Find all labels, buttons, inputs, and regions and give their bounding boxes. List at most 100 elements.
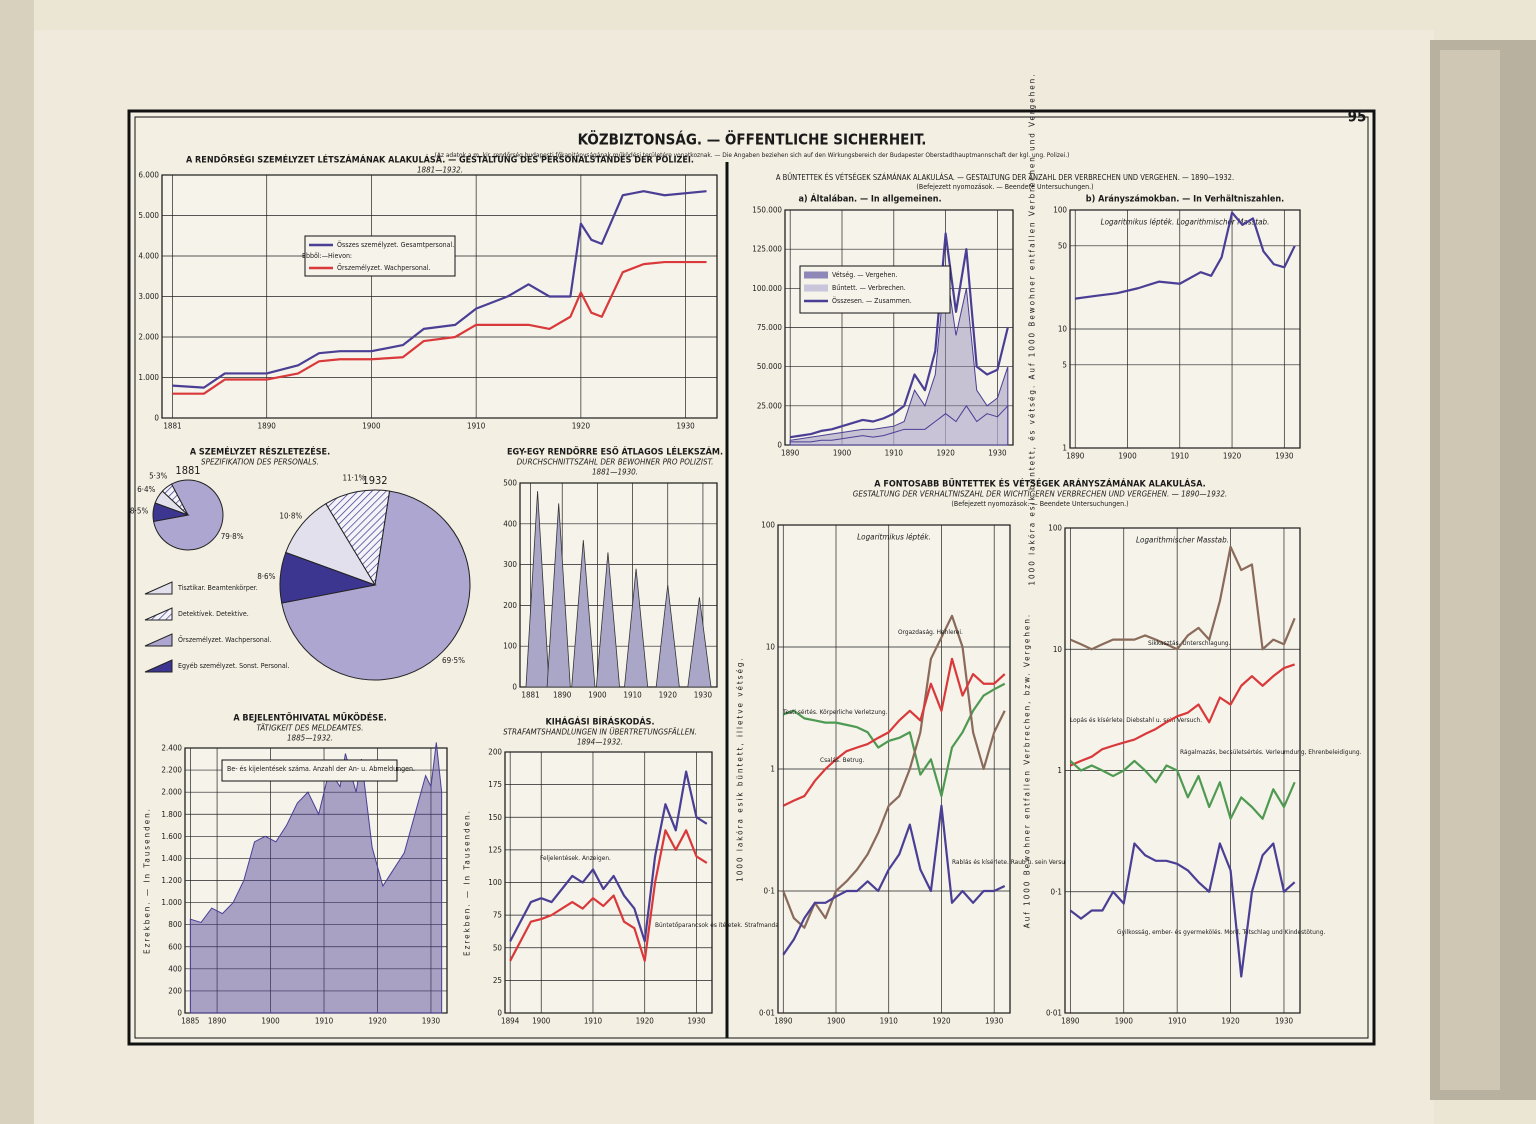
spike xyxy=(571,540,596,688)
section-title: A BŰNTETTEK ÉS VÉTSÉGEK SZÁMÁNAK ALAKULÁ… xyxy=(776,173,1234,182)
frame-inner xyxy=(134,116,1369,1039)
y-tick-label: 50 xyxy=(493,943,503,952)
y-tick-label: 400 xyxy=(168,964,182,973)
x-tick-label: 1885 xyxy=(181,1017,199,1026)
x-tick-label: 1890 xyxy=(774,1017,793,1026)
y-tick-label: 200 xyxy=(168,986,182,995)
annotation: Logaritmikus lépték. xyxy=(857,532,931,542)
chart-period: 1881—1930. xyxy=(592,468,638,477)
y-tick-label: 10 xyxy=(1053,645,1063,654)
x-tick-label: 1900 xyxy=(532,1017,551,1026)
legend-label: Összes személyzet. Gesamtpersonal. xyxy=(337,240,454,249)
legend-label: Bűntett. — Verbrechen. xyxy=(832,283,906,292)
x-tick-label: 1920 xyxy=(368,1017,387,1026)
chart-title: a) Általában. — In allgemeinen. xyxy=(798,193,941,205)
spike xyxy=(624,568,649,688)
y-tick-label: 5 xyxy=(1062,360,1067,369)
pie-slice xyxy=(281,490,471,681)
y-tick-label: 2.000 xyxy=(138,333,159,342)
legend-label: Összesen. — Zusammen. xyxy=(832,296,912,305)
y-tick-label: 100 xyxy=(1053,206,1067,215)
y-axis-label: 1000 lakóra esik büntett, és vétség. Auf… xyxy=(1027,72,1037,585)
chart-subtitle: STRAFAMTSHANDLUNGEN IN ÜBERTRETUNGSFÄLLE… xyxy=(503,727,697,737)
y-tick-label: 0 xyxy=(512,683,517,692)
x-tick-label: 1930 xyxy=(1275,452,1294,461)
chart-title: KIHÁGÁSI BÍRÁSKODÁS. xyxy=(545,716,654,728)
legend-box xyxy=(221,759,398,782)
x-tick-label: 1890 xyxy=(1061,1017,1080,1026)
y-tick-label: 400 xyxy=(503,519,517,528)
line xyxy=(790,232,1009,439)
pie-year: 1932 xyxy=(362,474,387,487)
y-tick-label: 50 xyxy=(1058,241,1068,250)
y-tick-label: 100 xyxy=(503,642,517,651)
legend-label: Vétség. — Vergehen. xyxy=(832,271,897,279)
line xyxy=(1069,545,1296,651)
y-tick-label: 500 xyxy=(503,479,517,488)
pie-slice xyxy=(325,489,391,587)
y-tick-label: 25 xyxy=(493,976,502,985)
pie-slice xyxy=(152,502,190,523)
y-tick-label: 50.000 xyxy=(757,362,783,371)
series-label: Orgazdaság. Hehlerei. xyxy=(898,628,963,636)
line xyxy=(782,804,1006,956)
y-tick-label: 0 xyxy=(177,1009,182,1018)
value-label: 8·6% xyxy=(257,572,275,581)
x-tick-label: 1910 xyxy=(467,422,486,431)
chart-title: A SZEMÉLYZET RÉSZLETEZÉSE. xyxy=(190,446,330,458)
legend-label: Detektívek. Detektive. xyxy=(178,610,249,618)
legend-box xyxy=(304,235,456,277)
y-tick-label: 6.000 xyxy=(138,171,159,180)
x-tick-label: 1910 xyxy=(623,691,642,700)
y-tick-label: 125.000 xyxy=(752,245,782,254)
page-number: 95 xyxy=(1348,108,1367,126)
legend-swatch xyxy=(144,581,173,595)
section-title: A FONTOSABB BŰNTETTEK ÉS VÉTSÉGEK ARÁNYS… xyxy=(874,478,1206,490)
y-tick-label: 4.000 xyxy=(138,252,159,261)
chart-title: b) Arányszámokban. — In Verhältniszahlen… xyxy=(1086,195,1284,205)
y-axis-label: Ezrekben. — In Tausenden. xyxy=(143,807,152,954)
line xyxy=(1069,759,1296,820)
y-tick-label: 100 xyxy=(1048,524,1062,533)
x-tick-label: 1881 xyxy=(163,422,181,431)
x-tick-label: 1920 xyxy=(1223,452,1242,461)
y-tick-label: 25.000 xyxy=(757,401,783,410)
x-tick-label: 1910 xyxy=(1168,1017,1187,1026)
y-tick-label: 1.000 xyxy=(138,373,159,382)
section-note: (Befejezett nyomozások. — Beendete Unter… xyxy=(951,500,1128,508)
pie-slice xyxy=(279,551,377,604)
value-label: 10·8% xyxy=(279,511,302,520)
line xyxy=(172,190,707,389)
y-tick-label: 0 xyxy=(497,1009,502,1018)
y-tick-label: 0·01 xyxy=(1046,1009,1062,1018)
spike xyxy=(655,584,680,688)
y-axis-label: Ezrekben. — In Tausenden. xyxy=(463,809,472,956)
x-tick-label: 1900 xyxy=(827,1017,846,1026)
legend-label: Őrszemélyzet. Wachpersonal. xyxy=(337,263,430,272)
x-tick-label: 1910 xyxy=(885,449,904,458)
y-tick-label: 1.000 xyxy=(161,898,182,907)
y-tick-label: 175 xyxy=(488,780,502,789)
x-tick-label: 1930 xyxy=(985,1017,1004,1026)
y-tick-label: 1.600 xyxy=(161,832,182,841)
y-tick-label: 2.200 xyxy=(161,766,182,775)
x-tick-label: 1900 xyxy=(362,422,381,431)
legend-label: Őrszemélyzet. Wachpersonal. xyxy=(178,635,271,644)
y-axis-label: 1000 lakóra esik büntett, illetve vétség… xyxy=(735,656,745,882)
line xyxy=(1069,842,1296,978)
series-label: Sikkasztás. Unterschlagung. xyxy=(1148,639,1231,647)
section-note: (Befejezett nyomozások. — Beendete Unter… xyxy=(916,183,1093,191)
y-tick-label: 10 xyxy=(1058,325,1068,334)
x-tick-label: 1910 xyxy=(584,1017,603,1026)
left-page xyxy=(0,0,34,1124)
x-tick-label: 1900 xyxy=(833,449,852,458)
x-tick-label: 1930 xyxy=(687,1017,706,1026)
chart-period: 1894—1932. xyxy=(577,738,623,747)
line xyxy=(509,770,708,943)
y-tick-label: 2.000 xyxy=(161,788,182,797)
page-note: (Az adatok a m. kir. rendőrség budapesti… xyxy=(435,150,1070,159)
chart-title: EGY-EGY RENDŐRRE ESŐ ÁTLAGOS LÉLEKSZÁM. xyxy=(507,446,723,458)
section-subtitle: GESTALTUNG DER VERHALTNISZAHL DER WICHTI… xyxy=(853,490,1227,499)
y-tick-label: 1 xyxy=(1062,444,1067,453)
